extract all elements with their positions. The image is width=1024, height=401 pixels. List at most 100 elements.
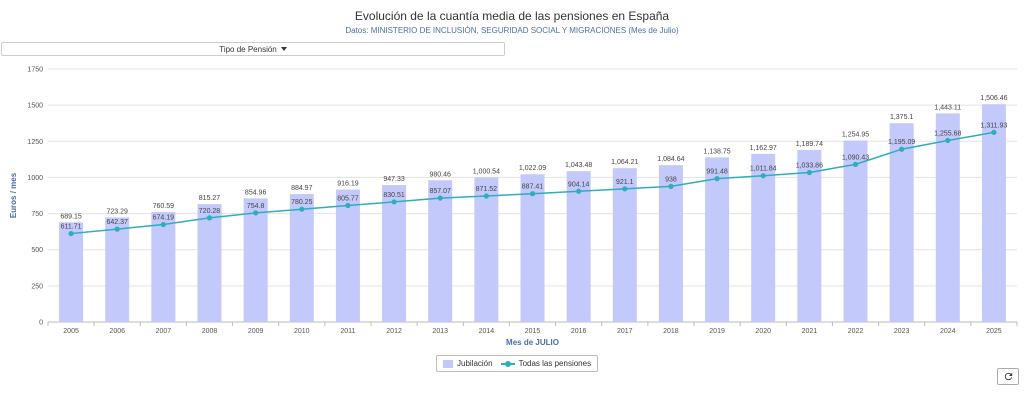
x-axis-title: Mes de JULIO xyxy=(506,338,559,347)
point-todas-las-pensiones[interactable] xyxy=(114,226,120,232)
x-tick-label: 2023 xyxy=(894,328,910,335)
bar-jubilacion[interactable] xyxy=(105,217,130,322)
line-data-label: 1,311.93 xyxy=(981,122,1008,129)
bar-jubilacion[interactable] xyxy=(705,157,730,322)
line-data-label: 611.71 xyxy=(61,224,82,231)
bar-data-label: 947.33 xyxy=(383,176,405,183)
x-tick-label: 2016 xyxy=(571,328,587,335)
point-todas-las-pensiones[interactable] xyxy=(760,173,766,179)
bar-data-label: 884.97 xyxy=(291,185,313,192)
pension-type-dropdown[interactable]: Tipo de Pensión xyxy=(1,42,505,56)
y-tick-label: 250 xyxy=(31,283,43,290)
bar-jubilacion[interactable] xyxy=(59,222,84,322)
bar-jubilacion[interactable] xyxy=(797,149,822,322)
line-data-label: 1,033.86 xyxy=(796,163,823,170)
bar-jubilacion[interactable] xyxy=(428,180,453,322)
bar-data-label: 1,064.21 xyxy=(611,159,638,166)
bar-jubilacion[interactable] xyxy=(843,140,868,322)
bar-data-label: 1,084.64 xyxy=(657,156,684,163)
x-tick-label: 2008 xyxy=(202,328,218,335)
point-todas-las-pensiones[interactable] xyxy=(852,161,859,167)
bar-jubilacion[interactable] xyxy=(382,185,407,322)
point-todas-las-pensiones[interactable] xyxy=(806,169,812,176)
bar-data-label: 723.29 xyxy=(107,208,129,215)
point-todas-las-pensiones[interactable] xyxy=(206,215,213,221)
y-tick-label: 1000 xyxy=(27,175,43,182)
line-series xyxy=(68,129,997,237)
line-data-label: 887.41 xyxy=(522,184,544,191)
point-todas-las-pensiones[interactable] xyxy=(160,221,166,228)
bar-jubilacion[interactable] xyxy=(566,171,591,322)
point-todas-las-pensiones[interactable] xyxy=(668,183,674,189)
bar-data-label: 1,375.1 xyxy=(890,114,913,121)
bar-jubilacion[interactable] xyxy=(151,212,176,322)
x-tick-label: 2021 xyxy=(802,328,818,335)
line-data-label: 904.14 xyxy=(568,181,590,188)
bar-data-label: 1,043.48 xyxy=(565,162,592,169)
x-tick-label: 2019 xyxy=(709,328,725,335)
y-axis-ticks: 0 250 500 750 1000 1250 1500 1750 xyxy=(27,67,43,327)
point-todas-las-pensiones[interactable] xyxy=(991,129,997,135)
point-todas-las-pensiones[interactable] xyxy=(253,210,259,216)
line-data-label: 1,011.84 xyxy=(750,166,777,173)
line-data-label: 921.1 xyxy=(616,179,634,186)
bar-jubilacion[interactable] xyxy=(935,113,960,322)
legend-item-todas[interactable]: Todas las pensiones xyxy=(500,359,592,368)
x-tick-label: 2009 xyxy=(248,328,264,335)
y-tick-label: 1750 xyxy=(27,67,43,74)
point-todas-las-pensiones[interactable] xyxy=(483,193,489,199)
y-tick-label: 500 xyxy=(31,247,43,254)
bar-data-label: 815.27 xyxy=(199,195,221,202)
bar-jubilacion[interactable] xyxy=(289,194,314,322)
bar-jubilacion[interactable] xyxy=(981,104,1006,322)
point-todas-las-pensiones[interactable] xyxy=(345,202,351,209)
bar-jubilacion[interactable] xyxy=(612,168,637,322)
point-todas-las-pensiones[interactable] xyxy=(945,137,951,144)
point-todas-las-pensiones[interactable] xyxy=(437,195,443,201)
point-todas-las-pensiones[interactable] xyxy=(576,188,582,194)
x-tick-label: 2020 xyxy=(755,328,771,335)
bar-jubilacion[interactable] xyxy=(658,165,683,322)
data-labels: 689.15 723.29 760.59 815.27 854.96 884.97 916.… xyxy=(60,95,1007,230)
bar-jubilacion[interactable] xyxy=(335,189,360,322)
x-tick-label: 2014 xyxy=(479,328,495,335)
bar-jubilacion[interactable] xyxy=(243,198,268,322)
bar-jubilacion[interactable] xyxy=(751,153,776,322)
line-data-label: 830.51 xyxy=(383,192,405,199)
bar-data-label: 854.96 xyxy=(245,189,267,196)
point-todas-las-pensiones[interactable] xyxy=(899,146,905,152)
x-tick-label: 2007 xyxy=(156,328,172,335)
bar-jubilacion[interactable] xyxy=(474,177,499,322)
refresh-button[interactable] xyxy=(997,368,1019,385)
bar-data-label: 1,000.54 xyxy=(473,168,500,175)
bar-jubilacion[interactable] xyxy=(520,174,545,322)
pension-type-dropdown-label: Tipo de Pensión xyxy=(219,44,277,54)
bar-jubilacion[interactable] xyxy=(197,204,222,322)
y-tick-label: 1500 xyxy=(27,103,43,110)
point-todas-las-pensiones[interactable] xyxy=(714,176,720,182)
bar-jubilacion[interactable] xyxy=(889,123,914,322)
legend-label-todas: Todas las pensiones xyxy=(518,359,592,368)
chart-title: Evolución de la cuantía media de las pen… xyxy=(354,9,670,23)
y-axis-title: Euros / mes xyxy=(9,172,18,218)
point-todas-las-pensiones[interactable] xyxy=(391,199,397,205)
point-todas-las-pensiones[interactable] xyxy=(529,191,536,197)
x-tick-label: 2024 xyxy=(940,328,956,335)
x-tick-label: 2022 xyxy=(848,328,864,335)
point-todas-las-pensiones[interactable] xyxy=(299,206,305,212)
x-axis-ticks: 2005 2006 2007 2008 2009 2010 2011 2012 2013 2014… xyxy=(47,322,1018,335)
line-data-label: 720.28 xyxy=(199,208,221,215)
x-tick-label: 2012 xyxy=(386,328,402,335)
line-data-label: 780.25 xyxy=(291,199,313,206)
point-todas-las-pensiones[interactable] xyxy=(622,186,628,192)
legend-item-jubilacion[interactable]: Jubilación xyxy=(443,359,493,368)
x-tick-label: 2010 xyxy=(294,328,310,335)
bar-data-label: 760.59 xyxy=(153,203,175,210)
bar-data-label: 980.46 xyxy=(430,171,452,178)
line-data-label: 1,195.09 xyxy=(888,139,915,146)
line-data-label: 857.07 xyxy=(430,188,452,195)
x-tick-label: 2025 xyxy=(986,328,1002,335)
x-tick-label: 2018 xyxy=(663,328,679,335)
point-todas-las-pensiones[interactable] xyxy=(68,230,74,237)
bar-data-label: 1,506.46 xyxy=(980,95,1007,102)
